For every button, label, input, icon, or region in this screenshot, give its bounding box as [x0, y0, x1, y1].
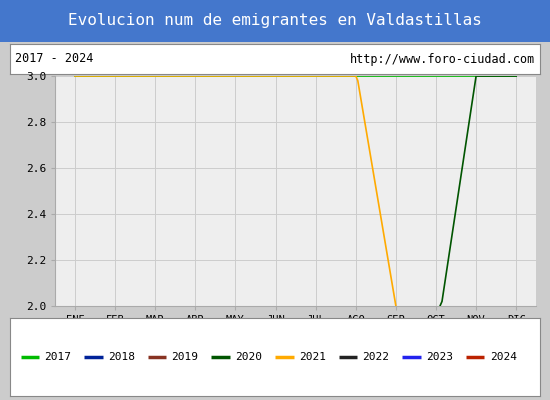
Text: Evolucion num de emigrantes en Valdastillas: Evolucion num de emigrantes en Valdastil… [68, 14, 482, 28]
Text: 2017 - 2024: 2017 - 2024 [15, 52, 94, 66]
Text: 2020: 2020 [235, 352, 262, 362]
Text: 2022: 2022 [362, 352, 389, 362]
Text: 2023: 2023 [426, 352, 453, 362]
Text: 2019: 2019 [172, 352, 199, 362]
Text: 2017: 2017 [45, 352, 72, 362]
Text: 2024: 2024 [490, 352, 517, 362]
Text: 2021: 2021 [299, 352, 326, 362]
Text: 2018: 2018 [108, 352, 135, 362]
Text: http://www.foro-ciudad.com: http://www.foro-ciudad.com [350, 52, 535, 66]
